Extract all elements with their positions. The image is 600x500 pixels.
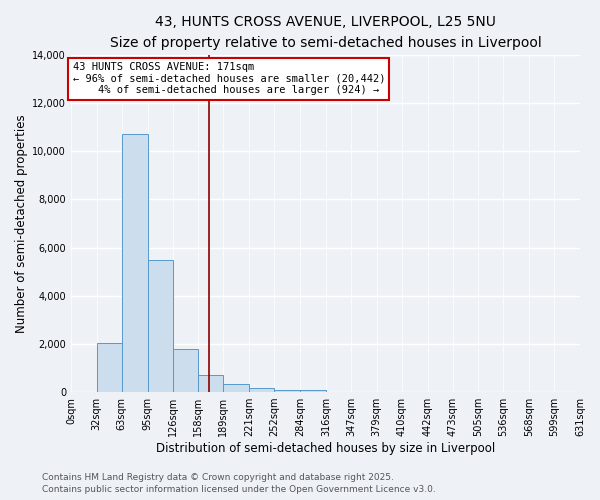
Text: Contains HM Land Registry data © Crown copyright and database right 2025.
Contai: Contains HM Land Registry data © Crown c… bbox=[42, 473, 436, 494]
Y-axis label: Number of semi-detached properties: Number of semi-detached properties bbox=[15, 114, 28, 333]
Bar bbox=[300, 390, 326, 392]
Bar bbox=[274, 390, 300, 392]
X-axis label: Distribution of semi-detached houses by size in Liverpool: Distribution of semi-detached houses by … bbox=[156, 442, 495, 455]
Bar bbox=[173, 348, 199, 392]
Bar bbox=[97, 342, 122, 392]
Bar bbox=[148, 260, 173, 392]
Bar bbox=[249, 388, 274, 392]
Bar bbox=[122, 134, 148, 392]
Text: 43 HUNTS CROSS AVENUE: 171sqm
← 96% of semi-detached houses are smaller (20,442): 43 HUNTS CROSS AVENUE: 171sqm ← 96% of s… bbox=[73, 62, 385, 96]
Bar bbox=[199, 375, 223, 392]
Title: 43, HUNTS CROSS AVENUE, LIVERPOOL, L25 5NU
Size of property relative to semi-det: 43, HUNTS CROSS AVENUE, LIVERPOOL, L25 5… bbox=[110, 15, 541, 50]
Bar bbox=[223, 384, 249, 392]
